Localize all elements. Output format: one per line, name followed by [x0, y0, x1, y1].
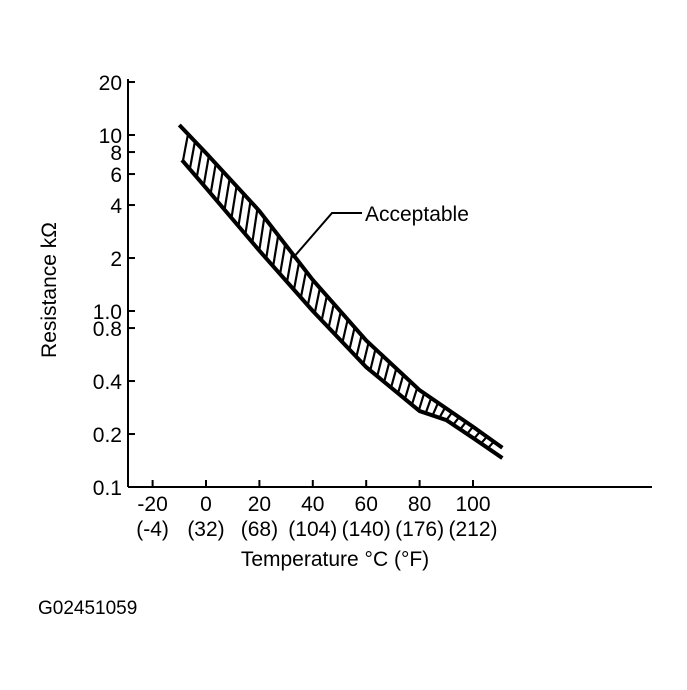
hatch-line: [418, 393, 425, 410]
hatch-line: [258, 218, 266, 250]
x-tick-label: -20: [137, 493, 167, 516]
x-tick-label: 80: [408, 493, 431, 516]
hatch-line: [376, 356, 384, 376]
y-tick-label: 6: [110, 164, 122, 187]
hatch-line: [251, 209, 259, 242]
hatch-line: [362, 343, 370, 364]
hatch-line: [452, 417, 460, 425]
hatch-line: [355, 335, 363, 357]
hatch-line: [230, 186, 238, 218]
hatch-line: [348, 327, 356, 349]
hatch-line: [397, 375, 405, 393]
hatch-line: [431, 403, 439, 416]
hatch-line: [286, 253, 294, 282]
y-tick-label: 0.1: [93, 477, 122, 500]
figure-code: G02451059: [38, 598, 137, 619]
acceptable-band: [177, 123, 504, 460]
hatch-line: [237, 194, 245, 226]
hatch-line: [279, 244, 287, 274]
x-tick-sublabel: (104): [288, 518, 337, 541]
y-tick-label: 10: [99, 125, 122, 148]
hatch-line: [195, 149, 203, 177]
hatch-line: [181, 134, 189, 161]
hatch-line: [306, 280, 314, 305]
x-axis-label: Temperature °C (°F): [241, 548, 429, 571]
hatch-line: [244, 201, 252, 234]
hatch-line: [341, 320, 349, 342]
hatch-line: [223, 179, 231, 210]
hatch-line: [390, 369, 398, 388]
x-tick-sublabel: (-4): [136, 518, 169, 541]
x-tick-sublabel: (68): [241, 518, 278, 541]
hatch-line: [445, 412, 453, 421]
x-tick-label: 40: [301, 493, 324, 516]
y-tick-label: 0.8: [93, 318, 122, 341]
hatch-line: [383, 362, 391, 382]
hatch-line: [202, 156, 210, 185]
y-tick-label: 8: [110, 142, 122, 165]
x-tick-sublabel: (176): [395, 518, 444, 541]
x-tick-sublabel: (32): [187, 518, 224, 541]
y-tick-label: 20: [99, 72, 122, 95]
x-tick-sublabel: (212): [448, 518, 497, 541]
hatch-line: [473, 431, 481, 439]
lower-limit-line: [180, 158, 504, 460]
annotation-leader-line: [292, 212, 362, 259]
hatch-line: [459, 421, 467, 430]
hatch-line: [313, 288, 321, 313]
x-tick-label: 20: [248, 493, 271, 516]
y-tick-label: 1.0: [93, 301, 122, 324]
x-tick-label: 100: [455, 493, 490, 516]
hatch-line: [299, 271, 307, 297]
y-tick-label: 4: [110, 195, 122, 218]
hatch-line: [265, 227, 273, 258]
hatch-line: [466, 426, 474, 435]
hatch-line: [369, 349, 377, 370]
upper-limit-line: [177, 123, 504, 450]
hatch-line: [480, 436, 488, 444]
hatch-line: [216, 171, 224, 201]
y-axis-label: Resistance kΩ: [38, 222, 61, 358]
tick-labels: 201086421.00.80.40.20.1-20(-4)0(32)20(68…: [93, 72, 498, 541]
hatch-line: [327, 304, 335, 328]
hatch-line: [438, 407, 446, 418]
annotation-acceptable: Acceptable: [365, 203, 469, 226]
hatch-line: [411, 388, 418, 405]
hatch-line: [404, 381, 412, 399]
y-tick-label: 0.4: [93, 371, 123, 394]
hatch-line: [272, 235, 280, 266]
y-tick-label: 2: [110, 248, 122, 271]
hatch-line: [334, 312, 342, 335]
hatch-line: [293, 262, 300, 290]
x-tick-sublabel: (140): [342, 518, 391, 541]
hatch-line: [424, 398, 432, 413]
hatch-line: [320, 296, 328, 320]
y-tick-label: 0.2: [93, 424, 122, 447]
x-tick-label: 60: [355, 493, 378, 516]
x-tick-label: 0: [200, 493, 212, 516]
hatch-line: [188, 142, 196, 169]
hatch-line: [209, 164, 217, 193]
axes: [127, 79, 652, 488]
